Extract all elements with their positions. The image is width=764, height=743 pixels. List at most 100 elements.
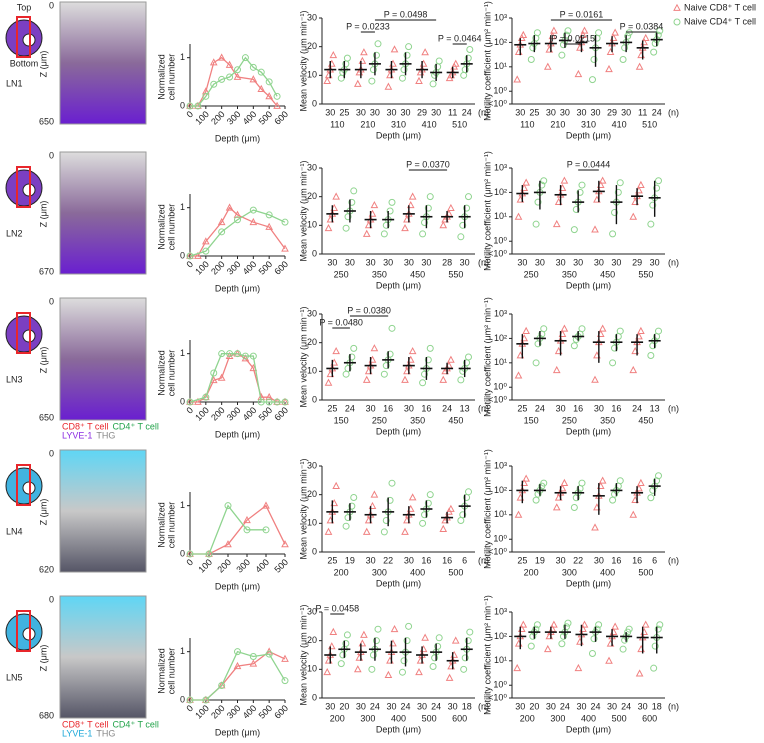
x-tick-label: 150 [524,415,539,425]
x-tick-label: 0 [184,259,195,270]
triangle-marker [637,326,645,334]
circle-marker [532,220,540,228]
triangle-marker [543,644,552,653]
y-tick-label: 20 [307,635,317,645]
circle-marker [616,327,624,335]
circle-marker [265,78,273,86]
circle-marker [403,51,411,59]
circle-marker [398,668,406,676]
x-axis-label: Depth (μm) [215,133,260,143]
triangle-marker [439,524,448,532]
triangle-marker [384,670,393,678]
x-tick-label: 300 [562,567,577,577]
n-value: 29 [632,257,642,267]
n-value: 13 [460,403,470,413]
triangle-marker [641,620,650,628]
circle-marker [570,226,578,234]
x-tick-label: 400 [581,713,596,723]
circle-marker [405,622,413,630]
circle-marker [461,654,469,662]
y-axis-label: Mean velocity (μm min⁻¹) [298,459,308,560]
n-value: 22 [383,555,393,565]
triangle-marker [233,210,242,218]
n-value: 11 [448,107,457,117]
triangle-marker [514,510,523,518]
n-value: 30 [356,701,366,711]
y-axis-label: Normalized [156,502,166,548]
triangle-marker [611,28,619,36]
triangle-marker [629,365,638,374]
triangle-marker [591,375,599,383]
stain-label: LYVE-1 [62,430,92,440]
n-label: (n) [478,555,489,565]
triangle-marker [273,101,281,109]
y-tick-label: 30 [307,162,317,172]
p-value: P = 0.0498 [384,9,428,19]
circle-marker [559,632,567,640]
y-tick-label: 10⁰ [493,86,507,96]
triangle-marker [362,229,371,237]
triangle-marker [370,201,379,209]
circle-marker [435,57,443,65]
circle-marker [654,625,662,633]
n-label: (n) [668,257,679,267]
n-value: 30 [621,107,631,117]
x-tick-label: 400 [600,567,615,577]
y-tick-label: 10² [494,485,507,495]
y-axis-label: Normalized [156,350,166,396]
circle-marker [578,479,586,487]
n-label: (n) [478,107,489,117]
triangle-marker [324,223,333,232]
lymph-node-label: LN3 [6,374,23,384]
n-value: 24 [621,701,631,711]
x-axis-label: Depth (μm) [215,429,260,439]
imaging-window [16,464,31,506]
triangle-marker [513,663,522,672]
circle-marker [529,632,537,640]
stain-label: THG [96,430,115,440]
n-value: 30 [546,107,556,117]
y-axis-label: cell number [166,350,176,397]
triangle-marker [249,75,258,83]
circle-marker [249,352,257,360]
y-tick-label: 0 [180,100,185,110]
triangle-marker [358,639,367,647]
volume-image [59,297,147,421]
circle-marker [210,369,218,377]
n-value: 30 [560,107,570,117]
triangle-marker [209,58,218,66]
axes [189,194,285,257]
circle-marker [205,550,213,558]
y-tick-label: 10⁰ [493,382,507,392]
n-value: 16 [632,555,642,565]
x-tick-label: 400 [410,567,425,577]
y-axis-label: cell number [166,54,176,101]
y-tick-label: 10 [307,220,317,230]
triangle-marker [629,510,638,518]
circle-marker [257,68,265,76]
triangle-marker [522,326,530,334]
circle-marker [265,211,273,219]
y-tick-label: 10² [494,187,507,197]
circle-marker [464,193,472,201]
circle-marker [262,526,270,534]
circle-marker [651,642,659,650]
triangle-marker [421,633,429,641]
y-tick-label: 10³ [494,606,507,616]
n-value: 30 [594,403,604,413]
circle-marker [463,204,471,212]
circle-marker [424,204,432,212]
circle-marker [405,43,413,51]
triangle-marker [591,523,599,531]
lymph-node-label: LN1 [6,78,23,88]
y-tick-label: 10³ [494,460,507,470]
y-axis-label: Normalized [156,54,166,100]
triangle-marker [552,503,561,511]
stain-label: THG [96,728,115,738]
circle-marker [224,502,232,510]
circle-marker [265,650,273,658]
x-tick-label: 200 [520,713,535,723]
n-value: 30 [638,701,648,711]
x-tick-label: 200 [215,557,233,575]
x-tick-label: 300 [225,405,243,423]
